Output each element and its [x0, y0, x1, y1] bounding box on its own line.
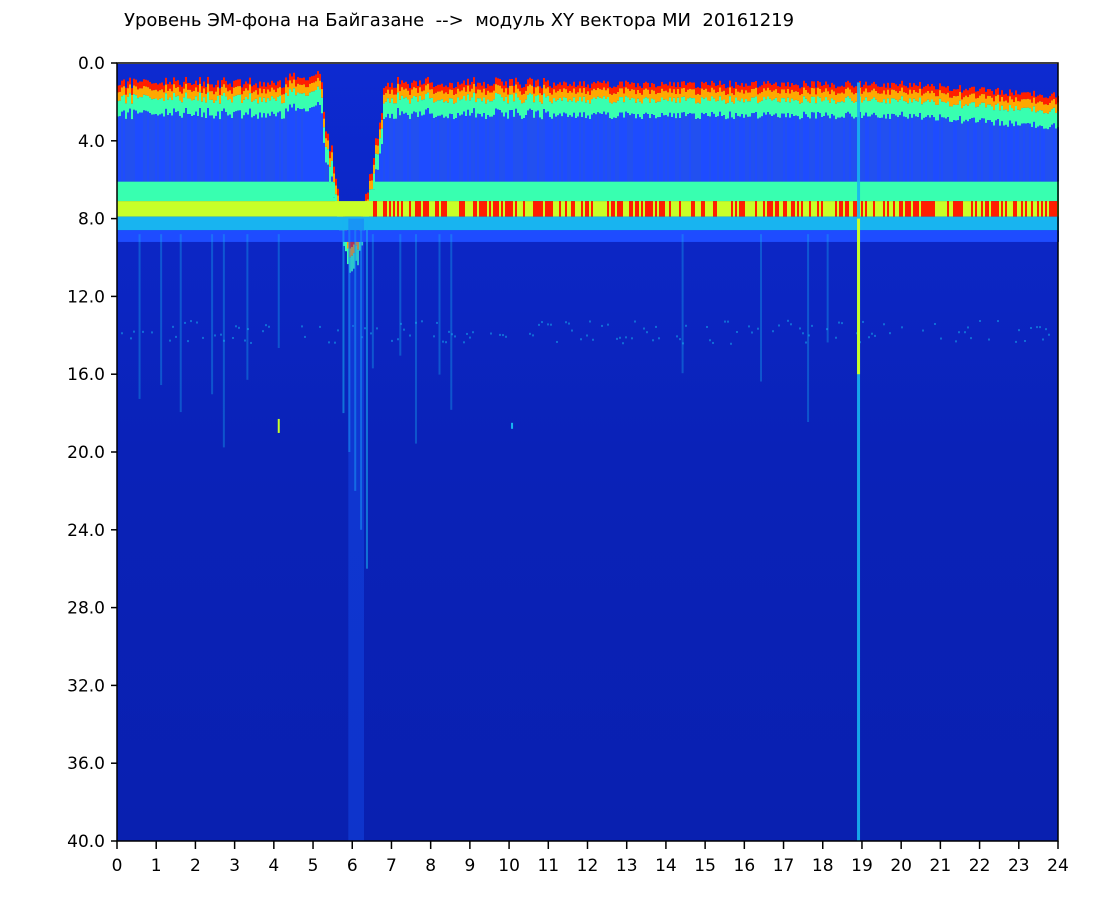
x-tick-label: 15	[694, 856, 716, 876]
x-tick-label: 14	[655, 856, 677, 876]
x-tick-label: 6	[347, 856, 358, 876]
x-tick-label: 22	[969, 856, 991, 876]
y-tick-label: 8.0	[78, 210, 105, 230]
x-tick-label: 24	[1047, 856, 1069, 876]
y-tick-label: 16.0	[67, 365, 105, 385]
y-tick-label: 28.0	[67, 599, 105, 619]
y-tick-label: 40.0	[67, 832, 105, 852]
axes: 0.0 4.0 8.0 12.0 16.0 20.0 24.0 28.0 32.0 36.0 40.…	[67, 54, 1069, 876]
x-tick-label: 9	[464, 856, 475, 876]
x-tick-label: 12	[577, 856, 599, 876]
x-tick-label: 0	[112, 856, 123, 876]
x-tick-label: 17	[773, 856, 795, 876]
y-tick-label: 24.0	[67, 521, 105, 541]
y-tick-label: 32.0	[67, 676, 105, 696]
chart-title: Уровень ЭМ-фона на Байгазане --> модуль …	[124, 10, 795, 31]
x-tick-label: 8	[425, 856, 436, 876]
x-tick-label: 10	[498, 856, 520, 876]
x-tick-label: 18	[812, 856, 834, 876]
x-tick-label: 23	[1008, 856, 1030, 876]
x-tick-label: 16	[734, 856, 756, 876]
x-tick-label: 20	[890, 856, 912, 876]
x-tick-label: 11	[537, 856, 559, 876]
x-tick-label: 13	[616, 856, 638, 876]
x-tick-label: 1	[151, 856, 162, 876]
y-tick-label: 4.0	[78, 132, 105, 152]
y-tick-label: 20.0	[67, 443, 105, 463]
spike-line	[857, 82, 861, 841]
x-tick-label: 2	[190, 856, 201, 876]
x-tick-label: 3	[229, 856, 240, 876]
x-tick-label: 7	[386, 856, 397, 876]
x-tick-label: 5	[308, 856, 319, 876]
x-tick-label: 4	[268, 856, 279, 876]
y-tick-label: 0.0	[78, 54, 105, 74]
x-tick-label: 19	[851, 856, 873, 876]
y-tick-label: 12.0	[67, 287, 105, 307]
y-tick-label: 36.0	[67, 754, 105, 774]
heatmap-layer	[117, 64, 1059, 842]
x-tick-label: 21	[930, 856, 952, 876]
